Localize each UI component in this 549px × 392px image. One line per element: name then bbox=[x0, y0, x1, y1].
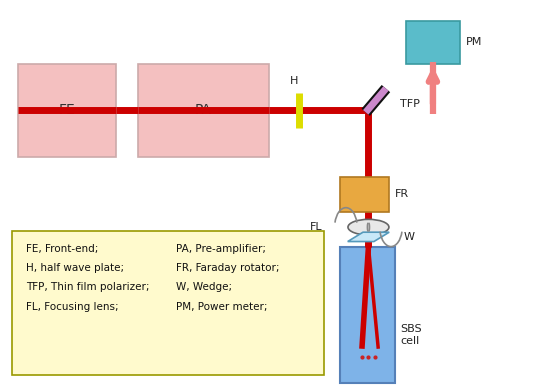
Text: PA, Pre-amplifier;: PA, Pre-amplifier; bbox=[176, 243, 266, 254]
Text: FE: FE bbox=[59, 103, 75, 117]
Text: FL, Focusing lens;: FL, Focusing lens; bbox=[26, 302, 119, 312]
Text: PM: PM bbox=[466, 37, 482, 47]
FancyBboxPatch shape bbox=[406, 21, 460, 64]
Text: TFP: TFP bbox=[400, 99, 419, 109]
FancyBboxPatch shape bbox=[12, 231, 324, 375]
Text: FR: FR bbox=[395, 189, 409, 199]
Polygon shape bbox=[348, 232, 389, 241]
FancyBboxPatch shape bbox=[340, 176, 389, 212]
Text: W: W bbox=[404, 232, 415, 242]
Text: SBS
cell: SBS cell bbox=[400, 324, 422, 346]
Text: TFP, Thin film polarizer;: TFP, Thin film polarizer; bbox=[26, 283, 149, 292]
FancyBboxPatch shape bbox=[340, 247, 395, 383]
Text: FL: FL bbox=[310, 222, 322, 232]
Text: FE, Front-end;: FE, Front-end; bbox=[26, 243, 98, 254]
Text: FR, Faraday rotator;: FR, Faraday rotator; bbox=[176, 263, 279, 273]
Text: PM, Power meter;: PM, Power meter; bbox=[176, 302, 268, 312]
FancyBboxPatch shape bbox=[18, 64, 116, 157]
Text: PA: PA bbox=[195, 103, 212, 117]
Text: W, Wedge;: W, Wedge; bbox=[176, 283, 232, 292]
FancyBboxPatch shape bbox=[138, 64, 269, 157]
Text: H: H bbox=[289, 76, 298, 86]
Text: H, half wave plate;: H, half wave plate; bbox=[26, 263, 124, 273]
Ellipse shape bbox=[348, 220, 389, 235]
